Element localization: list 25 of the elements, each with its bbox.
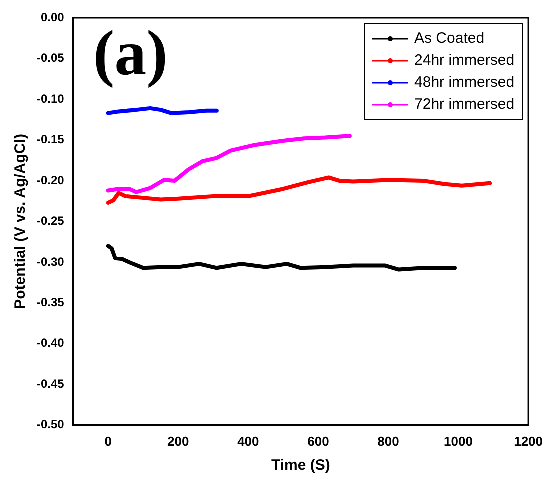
annotation: (a) <box>93 18 168 89</box>
y-tick-label: -0.30 <box>36 254 65 269</box>
y-tick-label: -0.25 <box>36 214 65 228</box>
x-tick-label: 400 <box>238 434 260 449</box>
legend-label: 48hr immersed <box>414 74 515 92</box>
legend-label: 24hr immersed <box>414 52 515 70</box>
x-tick-label: 1200 <box>514 434 543 449</box>
y-tick-label: 0.00 <box>40 10 65 24</box>
x-tick-label: 600 <box>308 434 330 449</box>
x-tick-label: 0 <box>104 434 112 449</box>
y-axis-title: Potential (V vs. Ag/AgCl) <box>12 134 30 310</box>
y-tick-label: -0.50 <box>36 418 65 432</box>
y-tick-label: -0.40 <box>36 336 65 350</box>
y-tick-label: -0.05 <box>36 51 65 66</box>
x-tick-label: 1000 <box>444 434 473 449</box>
y-tick-label: -0.35 <box>36 295 65 310</box>
y-tick-label: -0.20 <box>36 173 65 188</box>
y-tick-label: -0.15 <box>36 132 65 147</box>
x-axis-title: Time (S) <box>271 457 330 474</box>
x-tick-label: 200 <box>168 434 190 449</box>
y-tick-label: -0.10 <box>36 92 65 106</box>
x-tick-label: 800 <box>378 434 400 449</box>
legend-label: 72hr immersed <box>414 96 515 114</box>
y-tick-label: -0.45 <box>36 376 65 391</box>
legend-label: As Coated <box>414 30 485 48</box>
